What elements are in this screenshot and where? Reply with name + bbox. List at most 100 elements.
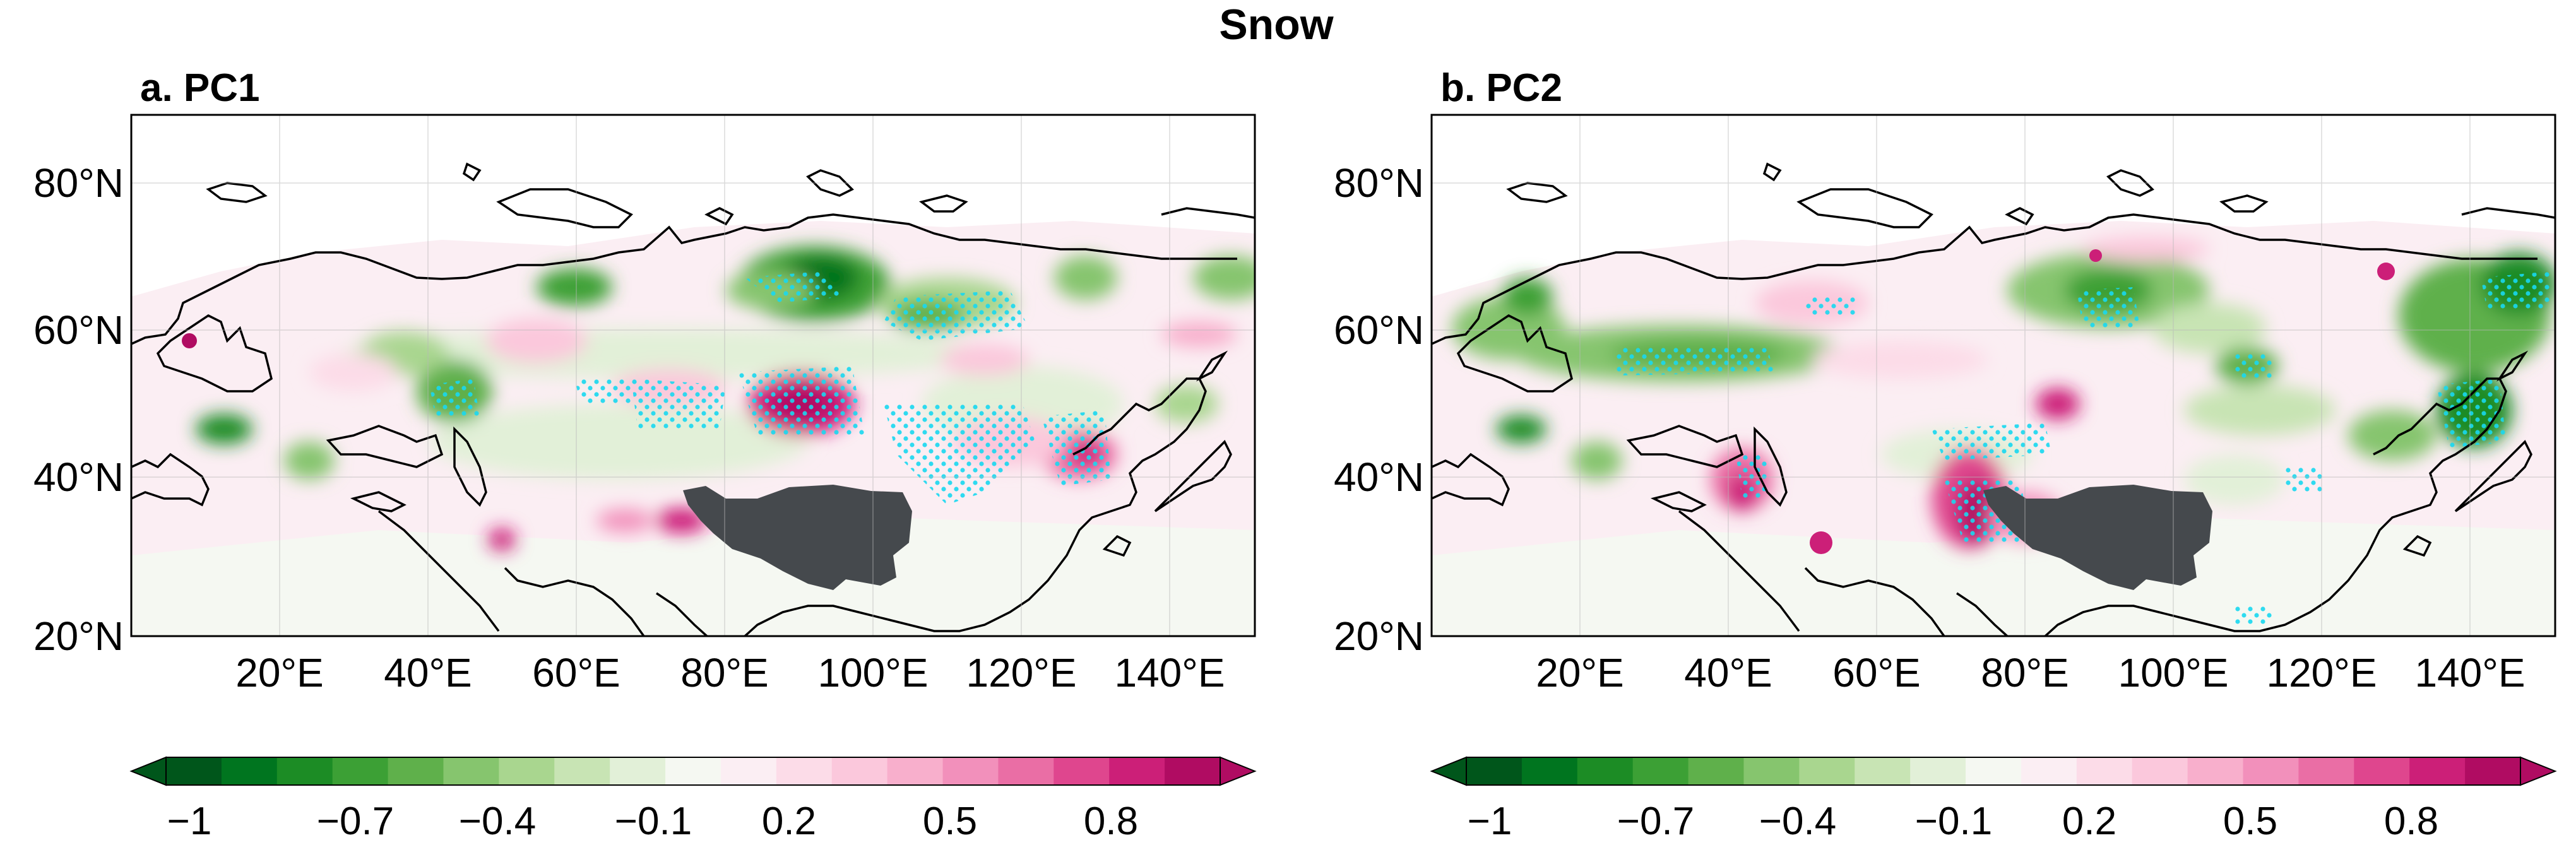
panel-b-peak-mid [2089,249,2102,262]
panel-b-colorbar: −1 −0.7 −0.4 −0.1 0.2 0.5 0.8 [1430,756,2557,843]
colorbar-swatch [1799,757,1855,785]
colorbar-swatch [443,757,499,785]
colorbar-swatch [1688,757,1745,785]
colorbar-swatch [1632,757,1689,785]
colorbar-swatch [610,757,666,785]
colorbar-swatch [554,757,610,785]
panel-a-label: a. PC1 [140,66,260,110]
panel-b-lon-60: 60°E [1832,650,1920,695]
colorbar-swatch [998,757,1054,785]
panel-b-peak-north [2377,263,2395,280]
panel-a-lat-40: 40°N [33,454,124,500]
panel-a-lon-80: 80°E [680,650,768,695]
panel-a-lat-20: 20°N [33,613,124,659]
panel-a-colorbar: −1 −0.7 −0.4 −0.1 0.2 0.5 0.8 [129,756,1257,843]
panel-b-colorbar-swatches [1430,756,2557,786]
colorbar-swatch [1743,757,1800,785]
colorbar-swatch [2021,757,2077,785]
panel-b-cbar-tick-6: 0.8 [2384,800,2438,843]
colorbar-swatch [388,757,444,785]
colorbar-swatch [499,757,555,785]
panel-b-cbar-tick-4: 0.2 [2062,800,2116,843]
panel-a-tibet-mask [683,485,912,590]
panel-b-coastlines [1432,162,2555,636]
colorbar-swatch [1966,757,2022,785]
colorbar-swatch [2132,757,2188,785]
colorbar-swatch [665,757,721,785]
figure-title: Snow [1219,1,1334,49]
colorbar-swatch [221,757,278,785]
panel-b-lat-40: 40°N [1334,454,1424,500]
panel-a-cbar-tick-6: 0.8 [1084,800,1138,843]
panel-b-graticule [1432,115,2555,636]
colorbar-swatch [2409,757,2466,785]
colorbar-extend-high [2520,756,2557,786]
panel-b-stippling [1616,271,2550,625]
panel-b-lon-20: 20°E [1536,650,1623,695]
panel-a-frame [130,114,1256,637]
panel-b-map [1432,115,2555,636]
panel-a-graticule [131,115,1255,636]
colorbar-swatch [2243,757,2300,785]
colorbar-swatch [831,757,888,785]
colorbar-swatch [1466,757,1522,785]
colorbar-swatch [942,757,999,785]
panel-a-coastlines [131,162,1255,636]
colorbar-swatch [1521,757,1578,785]
colorbar-extend-low [129,756,167,786]
colorbar-swatch [2187,757,2244,785]
panel-b-label: b. PC2 [1440,66,1562,110]
colorbar-swatch [2465,757,2521,785]
panel-b-cbar-tick-0: −1 [1468,800,1512,843]
panel-a-cbar-tick-0: −1 [167,800,212,843]
panel-b-lon-120: 120°E [2266,650,2377,695]
panel-a-lat-60: 60°N [33,307,124,353]
panel-b-peak-caspian [1810,531,1832,554]
panel-b-lat-60: 60°N [1334,307,1424,353]
panel-b-lon-140: 140°E [2414,650,2525,695]
colorbar-swatch [332,757,389,785]
panel-a-lat-80: 80°N [33,160,124,206]
colorbar-swatch [1109,757,1165,785]
colorbar-swatch [1910,757,1966,785]
panel-a-cbar-tick-2: −0.4 [459,800,536,843]
colorbar-swatch [2354,757,2410,785]
colorbar-swatch [1577,757,1634,785]
colorbar-swatch [720,757,777,785]
colorbar-swatch [166,757,222,785]
panel-a-lon-120: 120°E [966,650,1076,695]
panel-b-cbar-tick-3: −0.1 [1915,800,1992,843]
panel-b-lat-20: 20°N [1334,613,1424,659]
panel-b-lon-40: 40°E [1684,650,1772,695]
panel-a-map [131,115,1255,636]
panel-a-colorbar-swatches [129,756,1257,786]
panel-a-cbar-tick-3: −0.1 [615,800,692,843]
panel-b-lat-80: 80°N [1334,160,1424,206]
panel-b-cbar-tick-2: −0.4 [1759,800,1836,843]
panel-b: b. PC2 [1334,66,2557,843]
panel-b-lon-100: 100°E [2118,650,2228,695]
panel-a-cbar-tick-1: −0.7 [317,800,394,843]
colorbar-swatch [276,757,333,785]
panel-a-cbar-tick-5: 0.5 [923,800,977,843]
colorbar-swatch [887,757,944,785]
panel-a-lon-140: 140°E [1114,650,1225,695]
colorbar-swatch [1165,757,1221,785]
colorbar-swatch [776,757,833,785]
panel-a-stippling [429,271,1111,505]
panel-a-cbar-tick-4: 0.2 [762,800,816,843]
panel-b-tibet-mask [1983,485,2212,590]
colorbar-extend-low [1430,756,1467,786]
panel-a-lon-40: 40°E [384,650,472,695]
colorbar-swatch [2076,757,2133,785]
panel-a-peak-west [182,333,197,348]
panel-a-lon-20: 20°E [235,650,323,695]
panel-b-frame [1430,114,2556,637]
panel-b-cbar-tick-5: 0.5 [2223,800,2277,843]
colorbar-extend-high [1220,756,1257,786]
panel-b-lon-80: 80°E [1981,650,2069,695]
colorbar-swatch [2298,757,2354,785]
panel-a-lon-100: 100°E [817,650,928,695]
colorbar-swatch [1855,757,1911,785]
